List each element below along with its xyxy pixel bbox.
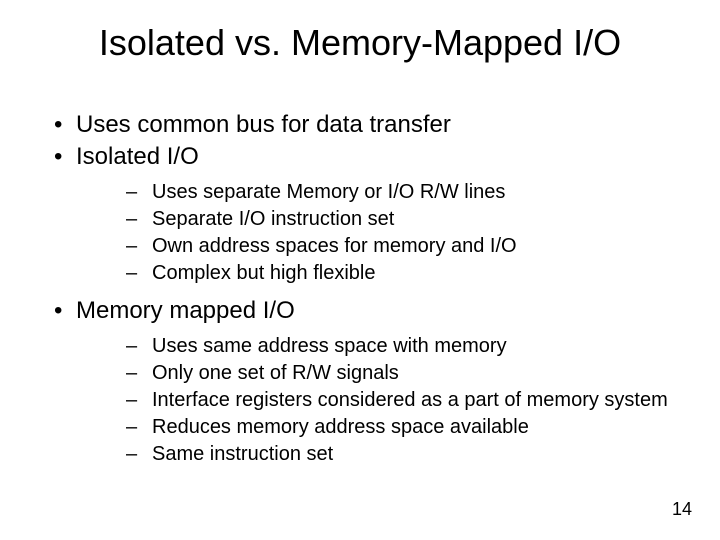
list-item: Memory mapped I/O Uses same address spac… (54, 296, 680, 467)
page-number: 14 (672, 499, 692, 520)
list-item: Interface registers considered as a part… (126, 388, 680, 413)
bullet-list-level2: Uses separate Memory or I/O R/W lines Se… (76, 180, 680, 286)
list-item-text: Same instruction set (152, 443, 333, 465)
list-item-text: Uses same address space with memory (152, 335, 507, 357)
slide: Isolated vs. Memory-Mapped I/O Uses comm… (0, 0, 720, 540)
list-item-text: Isolated I/O (76, 143, 199, 170)
list-item: Uses common bus for data transfer (54, 110, 680, 140)
list-item: Uses separate Memory or I/O R/W lines (126, 180, 680, 205)
bullet-list-level1: Uses common bus for data transfer Isolat… (54, 110, 680, 467)
list-item: Uses same address space with memory (126, 334, 680, 359)
list-item: Reduces memory address space available (126, 415, 680, 440)
bullet-list-level2: Uses same address space with memory Only… (76, 334, 680, 467)
list-item-text: Complex but high flexible (152, 262, 375, 284)
slide-title: Isolated vs. Memory-Mapped I/O (0, 22, 720, 64)
list-item: Complex but high flexible (126, 261, 680, 286)
list-item: Separate I/O instruction set (126, 207, 680, 232)
list-item-text: Interface registers considered as a part… (152, 389, 668, 411)
list-item: Only one set of R/W signals (126, 361, 680, 386)
list-item: Own address spaces for memory and I/O (126, 234, 680, 259)
list-item-text: Reduces memory address space available (152, 416, 529, 438)
list-item: Isolated I/O Uses separate Memory or I/O… (54, 142, 680, 286)
slide-body: Uses common bus for data transfer Isolat… (54, 110, 680, 477)
list-item-text: Memory mapped I/O (76, 297, 295, 324)
list-item: Same instruction set (126, 442, 680, 467)
list-item-text: Separate I/O instruction set (152, 208, 394, 230)
list-item-text: Only one set of R/W signals (152, 362, 399, 384)
list-item-text: Own address spaces for memory and I/O (152, 235, 517, 257)
list-item-text: Uses separate Memory or I/O R/W lines (152, 181, 505, 203)
list-item-text: Uses common bus for data transfer (76, 111, 451, 138)
